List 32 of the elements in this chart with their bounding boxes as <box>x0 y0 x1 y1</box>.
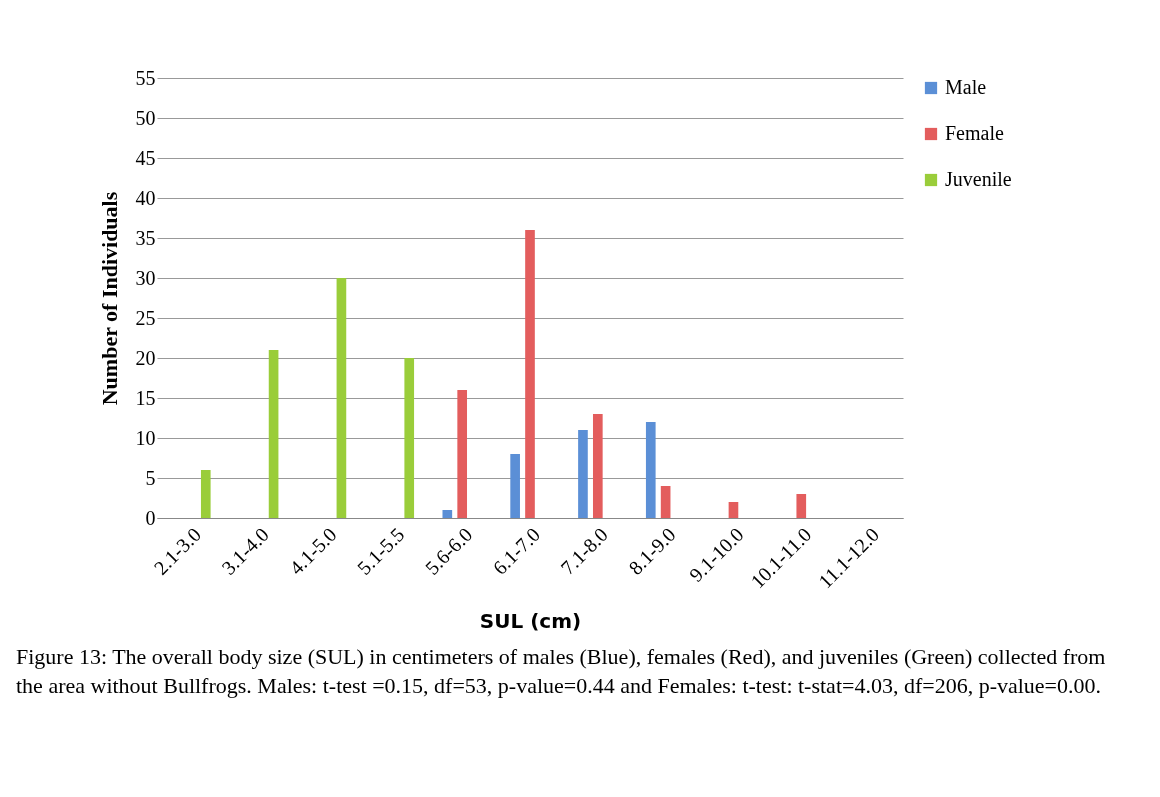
bar <box>336 278 347 518</box>
bar <box>796 494 807 518</box>
bar <box>457 390 468 518</box>
legend-label: Juvenile <box>945 168 1012 190</box>
y-tick-label: 50 <box>135 106 156 129</box>
y-tick-label: 40 <box>135 186 156 209</box>
bar <box>660 486 671 518</box>
bar <box>442 510 453 518</box>
y-tick-label: 0 <box>145 506 156 529</box>
bar <box>645 422 656 518</box>
bar <box>578 430 588 518</box>
legend-label: Male <box>945 76 987 98</box>
y-tick-label: 15 <box>135 386 156 409</box>
bar <box>200 470 211 518</box>
y-tick-label: 5 <box>145 466 156 489</box>
x-axis-title: SUL (cm) <box>479 609 582 634</box>
caption: Figure 13: The overall body size (SUL) in centimeters of males (Blue), females (Red), and juveniles (Green) collected from the area without Bullfrogs. Males: t-test =0.15, df=53, p-value=0.44 and Females: t-test: t-stat=4.03, df=206, p-value=0.00. <box>15 643 1107 700</box>
bar <box>510 454 520 518</box>
bar <box>525 230 535 518</box>
y-tick-label: 55 <box>135 66 156 89</box>
y-tick-label: 10 <box>135 426 156 449</box>
bar <box>728 502 739 518</box>
legend-label: Female <box>945 122 1004 144</box>
bar <box>404 358 415 518</box>
y-tick-label: 30 <box>135 266 156 289</box>
y-tick-label: 45 <box>135 146 156 169</box>
y-axis-title: Number of Individuals <box>96 191 122 406</box>
bar <box>592 414 603 518</box>
y-tick-label: 20 <box>135 346 156 369</box>
bar <box>268 350 279 518</box>
y-tick-label: 25 <box>135 306 156 329</box>
y-tick-label: 35 <box>135 226 156 249</box>
